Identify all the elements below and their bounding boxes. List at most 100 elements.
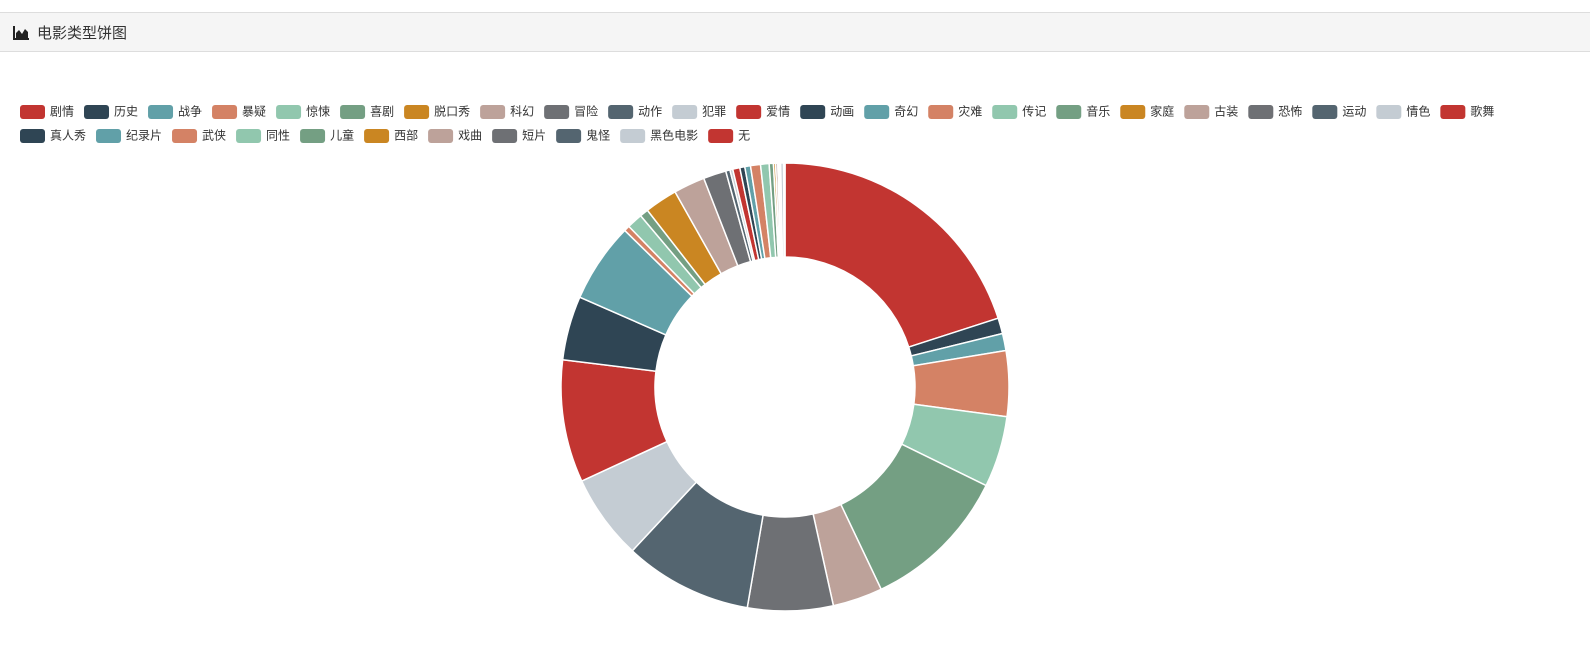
legend-item[interactable]: 无 — [708, 129, 750, 144]
legend-label: 古装 — [1214, 104, 1238, 119]
legend-label: 情色 — [1406, 105, 1430, 119]
chart-panel: 电影类型饼图 — [0, 12, 1590, 665]
legend-swatch — [672, 105, 698, 119]
legend-item[interactable]: 剧情 — [20, 105, 74, 120]
legend-item[interactable]: 脱口秀 — [404, 104, 470, 120]
legend-item[interactable]: 犯罪 — [672, 105, 726, 120]
legend-swatch — [172, 129, 198, 143]
legend-swatch — [148, 105, 174, 119]
legend-item[interactable]: 动作 — [608, 105, 662, 120]
legend-label: 短片 — [522, 129, 546, 143]
pie-slice[interactable] — [782, 162, 786, 258]
genre-donut-chart: 剧情 历史 战争 暴疑 惊悚 喜剧 脱口秀 科幻 冒险 动作 犯罪 爱情 动画 奇幻 灾难 传记 音乐 家庭 古装 恐… — [20, 104, 1494, 612]
legend-item[interactable]: 战争 — [148, 105, 202, 120]
legend-item[interactable]: 鬼怪 — [556, 128, 610, 144]
legend-label: 武侠 — [202, 129, 226, 143]
legend-swatch — [1376, 105, 1402, 119]
legend-label: 灾难 — [958, 104, 982, 119]
legend-item[interactable]: 短片 — [492, 129, 546, 144]
legend-label: 真人秀 — [50, 129, 86, 143]
chart-legend: 剧情 历史 战争 暴疑 惊悚 喜剧 脱口秀 科幻 冒险 动作 犯罪 爱情 动画 奇幻 灾难 传记 音乐 家庭 古装 恐… — [20, 104, 1494, 144]
legend-item[interactable]: 历史 — [84, 105, 138, 120]
legend-swatch — [236, 129, 262, 143]
legend-swatch — [1248, 105, 1274, 119]
legend-item[interactable]: 西部 — [364, 128, 418, 144]
legend-item[interactable]: 恐怖 — [1248, 104, 1302, 120]
legend-item[interactable]: 灾难 — [928, 104, 982, 120]
legend-item[interactable]: 情色 — [1376, 105, 1430, 120]
legend-item[interactable]: 传记 — [992, 104, 1046, 120]
legend-item[interactable]: 动画 — [800, 105, 854, 120]
legend-swatch — [364, 129, 390, 143]
donut-slices — [560, 162, 1010, 612]
legend-label: 纪录片 — [126, 129, 162, 143]
legend-label: 剧情 — [50, 105, 74, 119]
legend-swatch — [928, 105, 954, 119]
legend-label: 儿童 — [330, 128, 354, 143]
legend-swatch — [20, 129, 45, 143]
legend-swatch — [212, 105, 238, 119]
legend-label: 传记 — [1022, 104, 1046, 119]
legend-label: 鬼怪 — [586, 128, 610, 143]
legend-swatch — [556, 129, 582, 143]
legend-label: 喜剧 — [370, 105, 394, 119]
legend-item[interactable]: 纪录片 — [96, 129, 162, 144]
legend-item[interactable]: 科幻 — [480, 105, 534, 120]
legend-swatch — [276, 105, 302, 119]
legend-item[interactable]: 同性 — [236, 129, 290, 144]
legend-item[interactable]: 奇幻 — [864, 105, 918, 120]
legend-swatch — [1440, 105, 1466, 119]
legend-item[interactable]: 冒险 — [544, 104, 598, 120]
legend-label: 奇幻 — [894, 105, 918, 119]
legend-item[interactable]: 运动 — [1312, 105, 1366, 120]
legend-swatch — [492, 129, 518, 143]
legend-item[interactable]: 家庭 — [1120, 104, 1174, 120]
legend-label: 科幻 — [510, 105, 534, 119]
legend-swatch — [708, 129, 734, 143]
legend-item[interactable]: 真人秀 — [20, 129, 86, 144]
legend-item[interactable]: 儿童 — [300, 128, 354, 144]
legend-label: 动作 — [638, 105, 662, 119]
legend-label: 犯罪 — [702, 105, 726, 119]
legend-swatch — [544, 105, 570, 119]
legend-swatch — [404, 105, 430, 119]
legend-label: 黑色电影 — [650, 129, 698, 143]
legend-item[interactable]: 惊悚 — [276, 104, 330, 120]
legend-item[interactable]: 喜剧 — [340, 105, 394, 120]
panel-title: 电影类型饼图 — [37, 23, 128, 42]
pie-slice[interactable] — [784, 162, 1000, 349]
legend-swatch — [300, 129, 326, 143]
legend-swatch — [1184, 105, 1210, 119]
legend-swatch — [480, 105, 506, 119]
legend-label: 歌舞 — [1470, 104, 1494, 119]
legend-label: 暴疑 — [242, 104, 266, 119]
legend-label: 西部 — [394, 128, 418, 143]
legend-label: 历史 — [114, 105, 138, 119]
legend-label: 运动 — [1342, 105, 1366, 119]
legend-swatch — [1056, 105, 1082, 119]
legend-item[interactable]: 歌舞 — [1440, 104, 1494, 120]
legend-item[interactable]: 暴疑 — [212, 104, 266, 120]
legend-swatch — [20, 105, 45, 119]
legend-swatch — [864, 105, 890, 119]
legend-item[interactable]: 音乐 — [1056, 104, 1110, 120]
legend-item[interactable]: 古装 — [1184, 104, 1238, 120]
legend-item[interactable]: 黑色电影 — [620, 129, 698, 144]
legend-label: 同性 — [266, 129, 290, 143]
panel-heading: 电影类型饼图 — [0, 12, 1590, 52]
legend-swatch — [620, 129, 646, 143]
legend-swatch — [1312, 105, 1338, 119]
legend-label: 爱情 — [766, 105, 790, 119]
legend-swatch — [800, 105, 826, 119]
legend-label: 音乐 — [1086, 104, 1110, 119]
legend-item[interactable]: 戏曲 — [428, 129, 482, 144]
legend-swatch — [736, 105, 762, 119]
legend-item[interactable]: 爱情 — [736, 105, 790, 120]
legend-swatch — [428, 129, 454, 143]
legend-swatch — [1120, 105, 1146, 119]
legend-label: 戏曲 — [458, 129, 482, 143]
legend-swatch — [84, 105, 110, 119]
legend-item[interactable]: 武侠 — [172, 129, 226, 144]
legend-label: 恐怖 — [1278, 104, 1302, 119]
legend-label: 冒险 — [574, 104, 598, 119]
